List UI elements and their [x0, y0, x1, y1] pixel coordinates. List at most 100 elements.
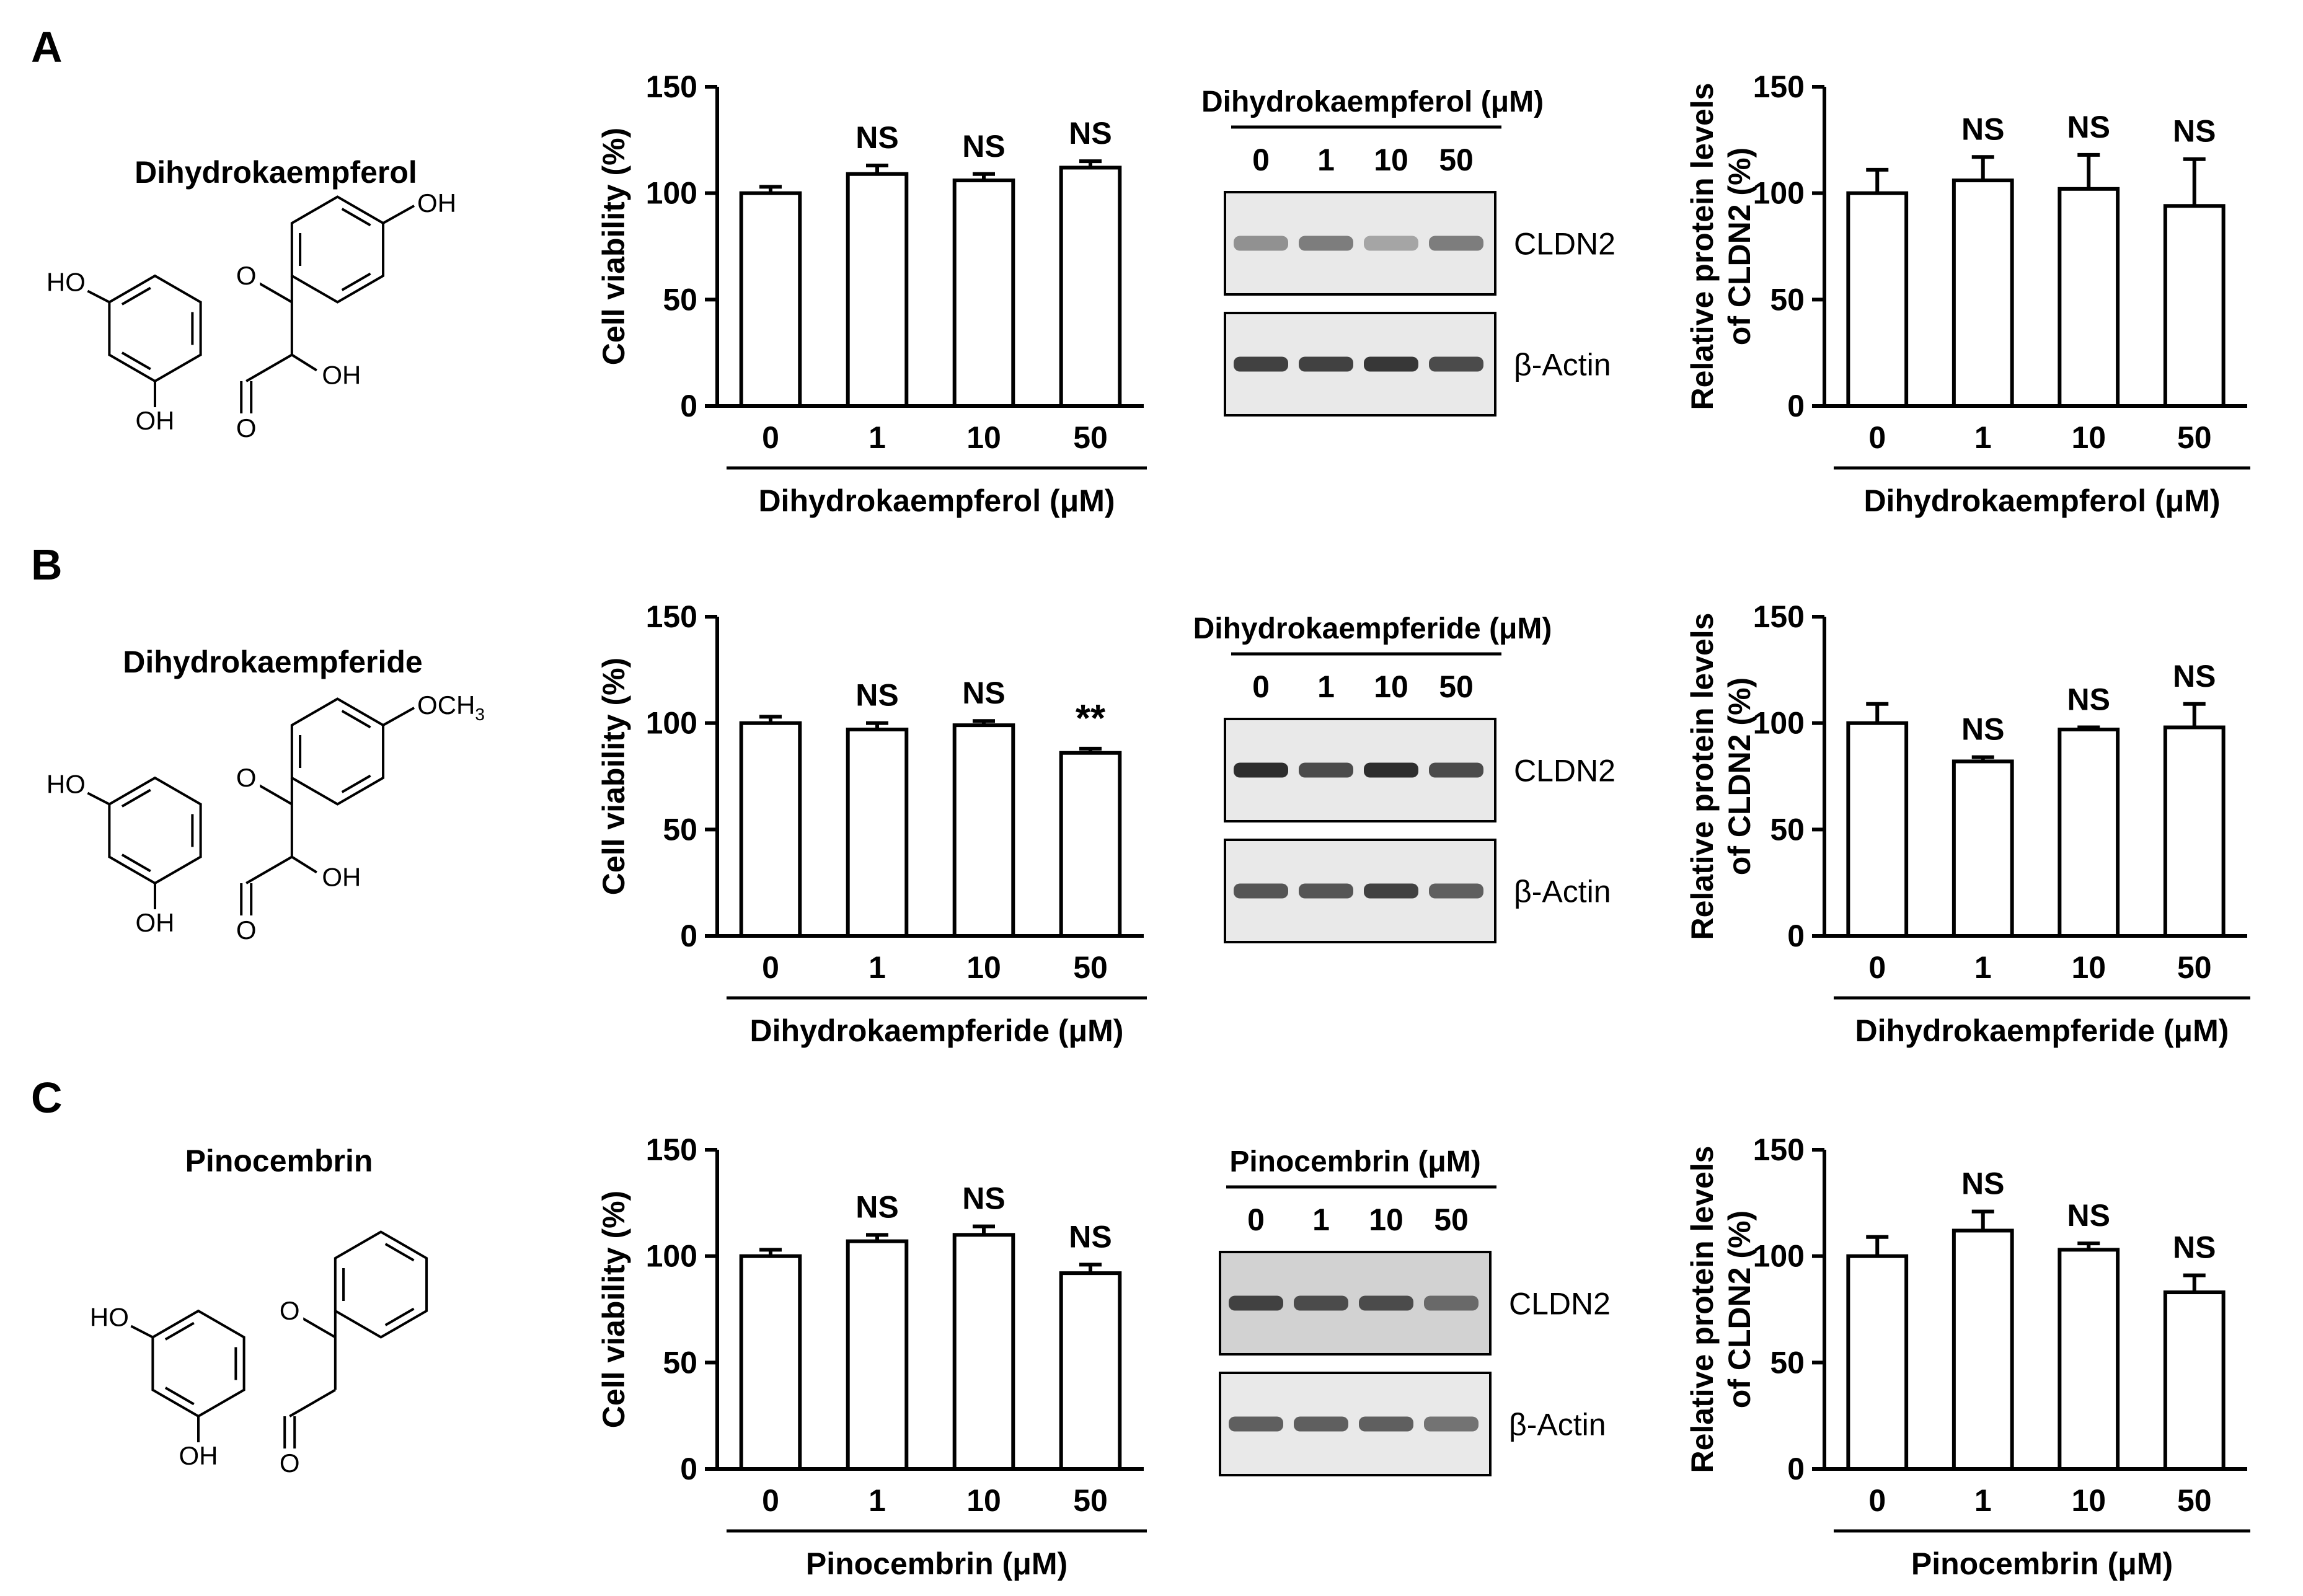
significance-label: NS: [855, 120, 898, 155]
y-axis-label: Relative protein levels: [1685, 1145, 1720, 1473]
significance-label: NS: [1961, 1166, 2004, 1201]
atom-mask: [232, 762, 260, 791]
y-tick-label: 150: [646, 599, 697, 634]
x-tick-label: 0: [762, 950, 779, 985]
bar-chart-A-viability: 0 50 100 150 Cell viability (%) 0 1 NS 10 NS 50 NS D…: [596, 69, 1147, 518]
x-tick-label: 50: [1073, 420, 1108, 455]
bar: [1846, 721, 1909, 938]
bar: [952, 723, 1015, 938]
y-axis-label: Relative protein levels: [1685, 612, 1720, 940]
blot-band: [1234, 762, 1288, 778]
blot-band: [1424, 1295, 1479, 1311]
bar: [2163, 725, 2226, 938]
x-tick-label: 0: [762, 1483, 779, 1518]
bond: [341, 774, 371, 793]
x-tick-label: 10: [966, 1483, 1001, 1518]
bond: [87, 791, 110, 806]
western-blot-B: Dihydrokaempferide (μM) 0 1 10 50 CLDN2 β-Acti…: [1193, 612, 1616, 943]
x-tick-label: 1: [869, 420, 886, 455]
blot-row-label: β-Actin: [1514, 875, 1611, 909]
bar: [739, 721, 802, 938]
significance-label: NS: [2173, 114, 2216, 149]
panel-letter: B: [31, 540, 63, 589]
ring-bond: [151, 1309, 245, 1418]
significance-label: NS: [2067, 110, 2110, 144]
bond: [164, 1387, 195, 1406]
bar: [2058, 1248, 2120, 1471]
lane-label: 1: [1317, 669, 1335, 704]
x-tick-label: 10: [2071, 1483, 2106, 1518]
significance-label: NS: [2173, 1230, 2216, 1265]
y-tick-label: 100: [1753, 176, 1805, 211]
lane-label: 10: [1369, 1202, 1403, 1237]
significance-label: NS: [855, 1189, 898, 1224]
compound-name: Dihydrokaempferol: [135, 155, 417, 190]
x-tick-label: 0: [1868, 950, 1886, 985]
compound-name: Pinocembrin: [185, 1144, 373, 1178]
bar: [1952, 1228, 2014, 1471]
lane-label: 1: [1317, 143, 1335, 177]
lane-label: 10: [1374, 143, 1408, 177]
bond: [164, 1321, 195, 1341]
lane-label: 10: [1374, 669, 1408, 704]
y-tick-label: 150: [646, 69, 697, 104]
ring-bond: [290, 697, 385, 806]
significance-label: NS: [855, 678, 898, 713]
significance-label: NS: [962, 676, 1005, 710]
x-tick-label: 1: [1974, 420, 1992, 455]
x-tick-label: 10: [966, 950, 1001, 985]
blot-row-label: CLDN2: [1509, 1287, 1611, 1321]
bond: [121, 853, 151, 873]
blot-band: [1234, 883, 1288, 899]
bar: [739, 191, 802, 408]
y-tick-label: 0: [680, 919, 697, 953]
bond: [245, 855, 293, 884]
blot-band: [1234, 356, 1288, 372]
bond: [121, 788, 151, 808]
x-axis-label: Dihydrokaempferide (μM): [750, 1013, 1124, 1048]
x-tick-label: 10: [2071, 950, 2106, 985]
x-tick-label: 50: [2177, 420, 2212, 455]
bar: [2058, 187, 2120, 408]
y-axis-label: of CLDN2 (%): [1722, 148, 1757, 345]
y-tick-label: 0: [1787, 919, 1805, 953]
atom-label: OH: [322, 863, 361, 892]
bar: [2163, 1290, 2226, 1471]
y-axis-label: Relative protein levels: [1685, 82, 1720, 410]
atom-label: HO: [90, 1303, 129, 1332]
y-tick-label: 150: [1753, 599, 1805, 634]
significance-label: NS: [1961, 112, 2004, 146]
x-tick-label: 1: [869, 950, 886, 985]
x-tick-label: 1: [869, 1483, 886, 1518]
y-tick-label: 50: [663, 282, 697, 317]
bond: [289, 1388, 336, 1417]
compound-name: Dihydrokaempferide: [123, 645, 422, 679]
bar-chart-B-viability: 0 50 100 150 Cell viability (%) 0 1 NS 10 NS 50 ** D…: [596, 599, 1147, 1048]
chemical-structure-C: O O HO OH: [90, 1230, 428, 1478]
bond: [87, 289, 110, 304]
blot-title: Dihydrokaempferol (μM): [1201, 86, 1544, 118]
blot-band: [1299, 762, 1353, 778]
significance-label: NS: [2067, 682, 2110, 717]
bar: [1059, 1271, 1122, 1471]
blot-band: [1299, 236, 1353, 251]
y-tick-label: 0: [1787, 389, 1805, 423]
blot-band: [1294, 1295, 1348, 1311]
bar: [1952, 179, 2014, 408]
blot-row-label: CLDN2: [1514, 227, 1616, 262]
blot-band: [1429, 883, 1483, 899]
bar: [739, 1254, 802, 1471]
blot-row-label: β-Actin: [1514, 348, 1611, 382]
ring-bond: [290, 195, 385, 304]
x-tick-label: 0: [1868, 420, 1886, 455]
x-tick-label: 10: [2071, 420, 2106, 455]
y-axis-label: of CLDN2 (%): [1722, 1210, 1757, 1408]
bond: [291, 353, 317, 372]
chemical-structure-A: O O HO OH OH OH: [46, 188, 456, 443]
bar: [1846, 191, 1909, 408]
blot-band: [1359, 1295, 1413, 1311]
y-tick-label: 100: [646, 176, 697, 211]
y-tick-label: 150: [646, 1132, 697, 1167]
bond: [245, 353, 293, 382]
y-tick-label: 100: [646, 1239, 697, 1274]
